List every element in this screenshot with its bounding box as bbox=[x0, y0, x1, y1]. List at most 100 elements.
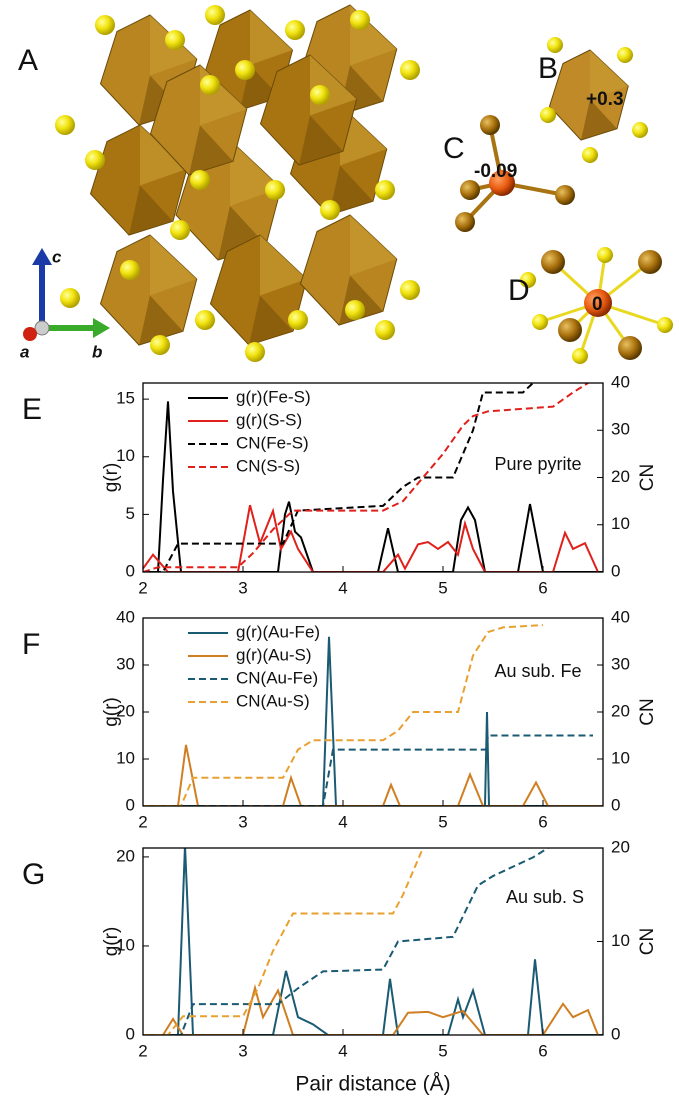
sulfur-atom bbox=[288, 310, 308, 330]
x-tick-label: 2 bbox=[138, 1041, 147, 1060]
sulfur-atom bbox=[375, 180, 395, 200]
sulfur-atom bbox=[320, 200, 340, 220]
legend-label: g(r)(Au-S) bbox=[236, 645, 312, 664]
axis-arrow bbox=[23, 327, 37, 341]
x-tick-label: 5 bbox=[438, 812, 447, 831]
y2-tick-label: 40 bbox=[611, 372, 630, 391]
x-tick-label: 4 bbox=[338, 812, 347, 831]
y2-tick-label: 20 bbox=[611, 467, 630, 486]
legend-label: CN(S-S) bbox=[236, 456, 300, 475]
sulfur-atom bbox=[120, 260, 140, 280]
annotation: Pure pyrite bbox=[494, 454, 581, 474]
series-line bbox=[143, 505, 598, 572]
y-tick-label: 0 bbox=[126, 795, 135, 814]
series-line bbox=[143, 845, 603, 1035]
x-axis-label: Pair distance (Å) bbox=[295, 1073, 450, 1096]
iron-atom bbox=[460, 180, 480, 200]
plot-frame bbox=[143, 848, 603, 1035]
sulfur-atom bbox=[547, 37, 563, 53]
sulfur-atom bbox=[532, 314, 548, 330]
y-tick-label: 0 bbox=[126, 1024, 135, 1043]
plot-frame bbox=[143, 618, 603, 806]
sulfur-atom bbox=[657, 317, 673, 333]
x-tick-label: 4 bbox=[338, 1041, 347, 1060]
structure-drawing bbox=[23, 5, 673, 364]
legend-label: g(r)(Fe-S) bbox=[236, 387, 311, 406]
iron-atom bbox=[618, 336, 642, 360]
figure: A B C D +0.3 -0.09 0 a b c 2345605101501… bbox=[0, 0, 679, 1113]
sulfur-atom bbox=[200, 75, 220, 95]
y2-tick-label: 0 bbox=[611, 1024, 620, 1043]
sulfur-atom bbox=[597, 247, 613, 263]
sulfur-atom bbox=[400, 60, 420, 80]
x-tick-label: 2 bbox=[138, 578, 147, 597]
panel-label: A bbox=[18, 44, 38, 77]
panel-label: D bbox=[508, 274, 530, 307]
y-tick-label: 10 bbox=[116, 748, 135, 767]
sulfur-atom bbox=[55, 115, 75, 135]
charge-label: +0.3 bbox=[586, 89, 624, 110]
legend-label: CN(Fe-S) bbox=[236, 433, 309, 452]
sulfur-atom bbox=[170, 220, 190, 240]
series-line bbox=[143, 745, 603, 806]
y-tick-label: 10 bbox=[116, 446, 135, 465]
y2-tick-label: 10 bbox=[611, 931, 630, 950]
sulfur-atom bbox=[375, 320, 395, 340]
sulfur-atom bbox=[205, 5, 225, 25]
sulfur-atom bbox=[345, 300, 365, 320]
axis-name: b bbox=[92, 342, 102, 361]
charge-label: -0.09 bbox=[474, 161, 517, 182]
axis-arrow-head bbox=[93, 318, 110, 338]
charge-label: 0 bbox=[592, 294, 603, 315]
axis-arrow-head bbox=[32, 248, 52, 265]
annotation: Au sub. S bbox=[506, 887, 584, 907]
iron-atom bbox=[455, 212, 475, 232]
y2-tick-label: 40 bbox=[611, 607, 630, 626]
y2-axis-label: CN bbox=[637, 698, 658, 725]
series-line bbox=[143, 625, 543, 806]
y-axis-label: g(r) bbox=[101, 697, 122, 727]
legend-label: g(r)(S-S) bbox=[236, 410, 302, 429]
sulfur-atom bbox=[350, 10, 370, 30]
y-tick-label: 0 bbox=[126, 561, 135, 580]
sulfur-atom bbox=[85, 150, 105, 170]
x-tick-label: 5 bbox=[438, 1041, 447, 1060]
x-tick-label: 2 bbox=[138, 812, 147, 831]
y-tick-label: 40 bbox=[116, 607, 135, 626]
axis-name: a bbox=[20, 342, 29, 361]
axis-origin bbox=[35, 321, 49, 335]
y2-tick-label: 0 bbox=[611, 795, 620, 814]
y-axis-label: g(r) bbox=[101, 463, 122, 493]
sulfur-atom bbox=[95, 15, 115, 35]
panel-label: G bbox=[22, 858, 45, 891]
series-line bbox=[143, 848, 548, 1035]
y-axis-label: g(r) bbox=[101, 927, 122, 957]
sulfur-atom bbox=[310, 85, 330, 105]
iron-atom bbox=[558, 318, 582, 342]
y-tick-label: 15 bbox=[116, 389, 135, 408]
sulfur-atom bbox=[582, 147, 598, 163]
panel-label: F bbox=[22, 628, 40, 661]
sulfur-atom bbox=[540, 107, 556, 123]
axis-name: c bbox=[52, 247, 62, 266]
annotation: Au sub. Fe bbox=[494, 661, 581, 681]
x-tick-label: 6 bbox=[538, 812, 547, 831]
sulfur-atom bbox=[150, 335, 170, 355]
y-tick-label: 5 bbox=[126, 504, 135, 523]
sulfur-atom bbox=[400, 280, 420, 300]
x-tick-label: 6 bbox=[538, 1041, 547, 1060]
x-tick-label: 3 bbox=[238, 1041, 247, 1060]
legend-label: CN(Au-Fe) bbox=[236, 668, 318, 687]
sulfur-atom bbox=[572, 348, 588, 364]
y2-tick-label: 20 bbox=[611, 701, 630, 720]
y2-tick-label: 30 bbox=[611, 420, 630, 439]
sulfur-atom bbox=[632, 122, 648, 138]
y2-tick-label: 20 bbox=[611, 837, 630, 856]
x-tick-label: 3 bbox=[238, 578, 247, 597]
series-line bbox=[143, 383, 533, 572]
panel-label: B bbox=[538, 52, 558, 85]
iron-atom bbox=[555, 185, 575, 205]
y2-axis-label: CN bbox=[637, 464, 658, 491]
sulfur-atom bbox=[165, 30, 185, 50]
legend-label: g(r)(Au-Fe) bbox=[236, 622, 320, 641]
